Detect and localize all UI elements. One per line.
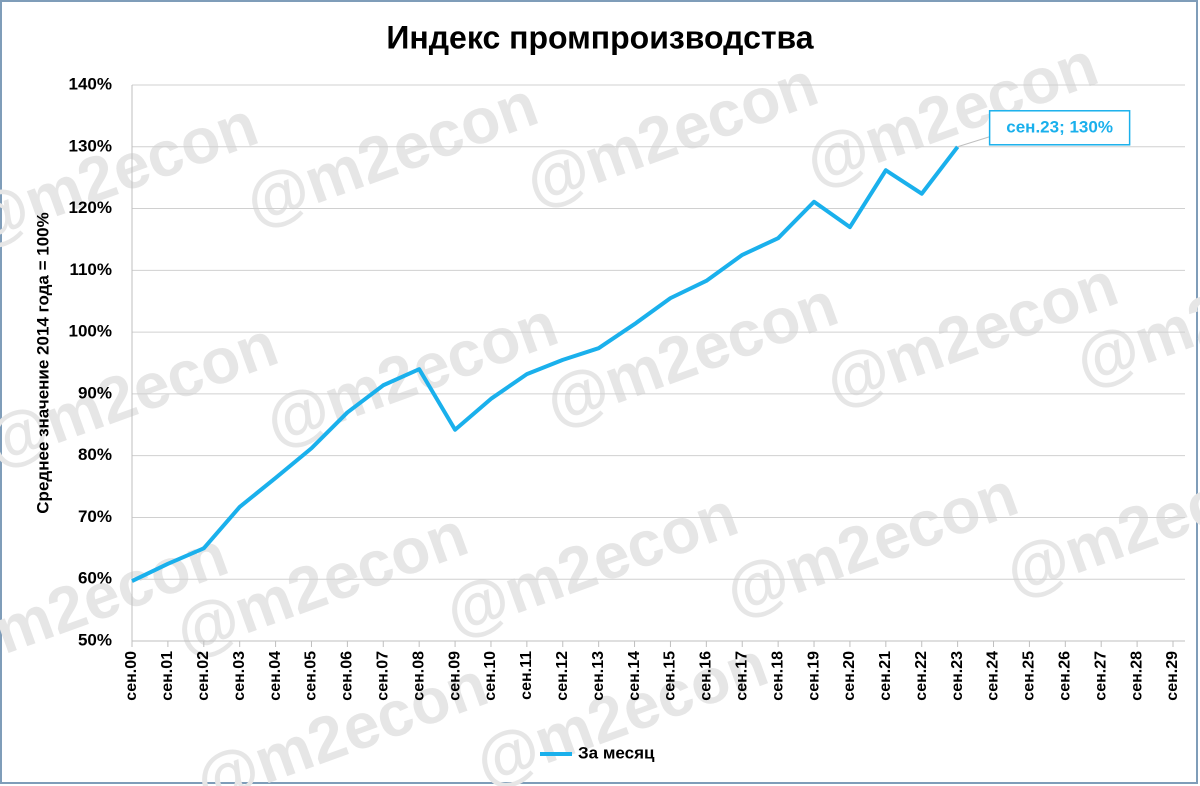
chart-title: Индекс промпроизводства <box>386 19 813 55</box>
y-tick-label: 140% <box>69 74 112 93</box>
x-tick-label: сен.07 <box>374 651 391 701</box>
x-tick-label: сен.18 <box>769 651 786 701</box>
x-tick-label: сен.11 <box>518 651 535 700</box>
x-tick-label: сен.04 <box>267 651 284 701</box>
y-tick-label: 70% <box>78 507 112 526</box>
y-tick-label: 110% <box>69 260 112 279</box>
x-tick-label: сен.22 <box>913 651 930 701</box>
x-tick-label: сен.16 <box>698 651 715 701</box>
x-tick-label: сен.03 <box>231 651 248 701</box>
x-tick-label: сен.27 <box>1092 651 1109 701</box>
x-tick-label: сен.10 <box>482 651 499 701</box>
y-tick-label: 90% <box>78 383 112 402</box>
x-tick-label: сен.12 <box>554 651 571 701</box>
label-box <box>988 110 1131 146</box>
line <box>131 145 960 583</box>
x-tick-label: сен.06 <box>339 651 356 701</box>
x-tick-label: сен.26 <box>1057 651 1074 701</box>
y-tick-label: 60% <box>78 569 112 588</box>
y-tick-label: 100% <box>69 322 112 341</box>
x-tick-label: сен.13 <box>590 651 607 701</box>
x-tick-label: сен.20 <box>841 651 858 701</box>
x-tick-label: сен.09 <box>446 651 463 701</box>
x-tick-label: сен.00 <box>123 651 140 701</box>
x-tick-label: сен.25 <box>1021 651 1038 701</box>
x-tick-label: сен.28 <box>1128 651 1145 701</box>
legend-label: За месяц <box>578 743 655 762</box>
x-tick-label: сен.02 <box>195 651 212 701</box>
y-tick-label: 120% <box>69 198 112 217</box>
y-tick-label: 50% <box>78 630 112 649</box>
y-axis-label: Среднее значение 2014 года = 100% <box>33 212 52 513</box>
y-tick-label: 80% <box>78 445 112 464</box>
x-tick-label: сен.14 <box>626 651 643 701</box>
x-tick-label: сен.21 <box>877 651 894 701</box>
x-tick-label: сен.17 <box>733 651 750 701</box>
data-label: сен.23; 130% <box>1006 117 1113 136</box>
label-leader <box>957 136 990 148</box>
x-tick-label: сен.29 <box>1164 651 1181 701</box>
x-tick-label: сен.05 <box>303 651 320 701</box>
y-tick-label: 130% <box>69 136 112 155</box>
x-tick-label: сен.19 <box>805 651 822 701</box>
x-tick-label: сен.08 <box>410 651 427 701</box>
x-tick-label: сен.24 <box>985 651 1002 701</box>
x-tick-label: сен.01 <box>159 651 176 701</box>
x-tick-label: сен.23 <box>949 651 966 701</box>
x-tick-label: сен.15 <box>662 651 679 701</box>
